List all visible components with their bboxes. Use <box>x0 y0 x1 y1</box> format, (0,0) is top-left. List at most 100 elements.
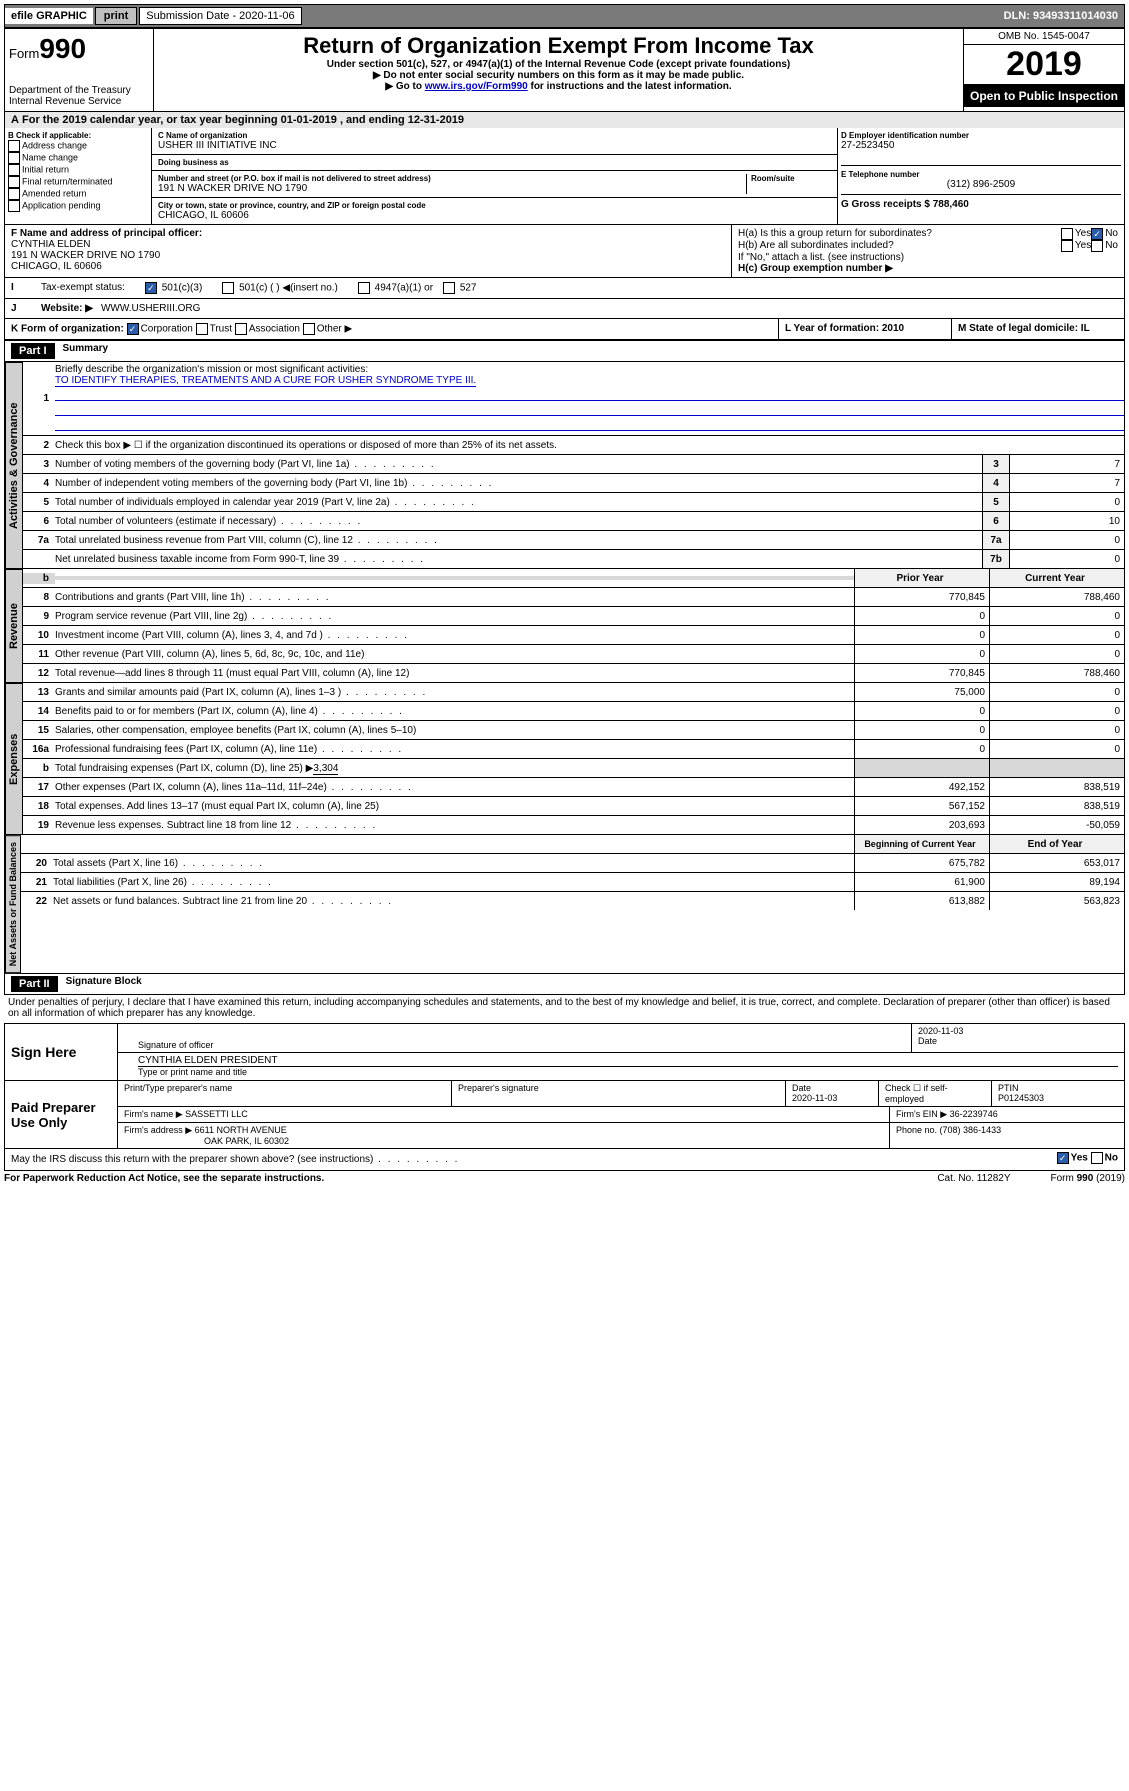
submission-date: Submission Date - 2020-11-06 <box>139 7 301 25</box>
sign-here-label: Sign Here <box>5 1024 117 1080</box>
val-4: 7 <box>1009 474 1124 492</box>
checkbox-trust[interactable] <box>196 323 208 335</box>
part2-title: Signature Block <box>58 976 142 992</box>
val-20c: 653,017 <box>989 854 1124 872</box>
val-16b: 3,304 <box>313 763 338 775</box>
officer-name: CYNTHIA ELDEN <box>11 239 725 250</box>
print-button[interactable]: print <box>95 7 137 25</box>
val-7b: 0 <box>1009 550 1124 568</box>
val-3: 7 <box>1009 455 1124 473</box>
val-19c: -50,059 <box>989 816 1124 834</box>
checkbox-hb-no[interactable] <box>1091 240 1103 252</box>
val-5: 0 <box>1009 493 1124 511</box>
hdr-end-year: End of Year <box>989 835 1124 853</box>
firm-addr1: 6611 NORTH AVENUE <box>195 1125 287 1135</box>
checkbox-other[interactable] <box>303 323 315 335</box>
cat-no: Cat. No. 11282Y <box>937 1173 1010 1184</box>
vtab-revenue: Revenue <box>5 569 23 683</box>
website-value: WWW.USHERIII.ORG <box>101 303 200 314</box>
firm-ein: 36-2239746 <box>950 1109 998 1119</box>
firm-name: SASSETTI LLC <box>185 1109 248 1119</box>
val-12c: 788,460 <box>989 664 1124 682</box>
org-city: CHICAGO, IL 60606 <box>158 210 831 221</box>
hdr-current-year: Current Year <box>989 569 1124 587</box>
val-18p: 567,152 <box>854 797 989 815</box>
checkbox-name-change[interactable] <box>8 152 20 164</box>
val-16ap: 0 <box>854 740 989 758</box>
signature-block: Sign Here Signature of officer 2020-11-0… <box>4 1023 1125 1149</box>
val-9c: 0 <box>989 607 1124 625</box>
form-header: Form990 Department of the Treasury Inter… <box>4 28 1125 112</box>
line-j-label: J <box>11 303 41 314</box>
checkbox-initial-return[interactable] <box>8 164 20 176</box>
val-9p: 0 <box>854 607 989 625</box>
form-number: Form990 <box>9 33 149 65</box>
ein-value: 27-2523450 <box>841 140 1121 151</box>
firm-addr2: OAK PARK, IL 60302 <box>204 1136 289 1146</box>
val-11p: 0 <box>854 645 989 663</box>
state-domicile: M State of legal domicile: IL <box>958 323 1090 334</box>
val-13p: 75,000 <box>854 683 989 701</box>
paid-preparer-label: Paid Preparer Use Only <box>5 1081 117 1148</box>
checkbox-501c[interactable] <box>222 282 234 294</box>
val-15c: 0 <box>989 721 1124 739</box>
val-21c: 89,194 <box>989 873 1124 891</box>
form-ref: Form 990 (2019) <box>1051 1173 1125 1184</box>
checkbox-ha-no[interactable] <box>1091 228 1103 240</box>
checkbox-ha-yes[interactable] <box>1061 228 1073 240</box>
val-19p: 203,693 <box>854 816 989 834</box>
val-16ac: 0 <box>989 740 1124 758</box>
val-22p: 613,882 <box>854 892 989 910</box>
dln-label: DLN: 93493311014030 <box>998 8 1124 24</box>
ein-label: D Employer identification number <box>841 131 1121 140</box>
irs-label: Internal Revenue Service <box>9 96 149 107</box>
checkbox-address-change[interactable] <box>8 140 20 152</box>
subtitle-2: ▶ Do not enter social security numbers o… <box>158 70 959 81</box>
val-20p: 675,782 <box>854 854 989 872</box>
checkbox-pending[interactable] <box>8 200 20 212</box>
checkbox-assoc[interactable] <box>235 323 247 335</box>
mission-text: TO IDENTIFY THERAPIES, TREATMENTS AND A … <box>55 375 476 387</box>
checkbox-501c3[interactable] <box>145 282 157 294</box>
irs-link[interactable]: www.irs.gov/Form990 <box>425 81 528 92</box>
prep-date: 2020-11-03 <box>792 1093 837 1103</box>
val-11c: 0 <box>989 645 1124 663</box>
section-f: F Name and address of principal officer:… <box>5 225 732 277</box>
section-b: B Check if applicable: Address change Na… <box>5 128 152 224</box>
hdr-beg-year: Beginning of Current Year <box>854 835 989 853</box>
checkbox-final-return[interactable] <box>8 176 20 188</box>
checkbox-hb-yes[interactable] <box>1061 240 1073 252</box>
tax-year: 2019 <box>964 45 1124 85</box>
val-8c: 788,460 <box>989 588 1124 606</box>
vtab-activities: Activities & Governance <box>5 362 23 569</box>
part2-bar: Part II <box>11 976 58 992</box>
val-10p: 0 <box>854 626 989 644</box>
checkbox-amended[interactable] <box>8 188 20 200</box>
checkbox-discuss-yes[interactable] <box>1057 1152 1069 1164</box>
checkbox-corp[interactable] <box>127 323 139 335</box>
firm-phone: Phone no. (708) 386-1433 <box>896 1125 1001 1135</box>
val-22c: 563,823 <box>989 892 1124 910</box>
officer-addr: 191 N WACKER DRIVE NO 1790 <box>11 250 725 261</box>
ptin-value: P01245303 <box>998 1093 1044 1103</box>
vtab-expenses: Expenses <box>5 683 23 835</box>
phone-label: E Telephone number <box>841 170 1121 179</box>
org-name: USHER III INITIATIVE INC <box>158 140 831 151</box>
checkbox-527[interactable] <box>443 282 455 294</box>
val-13c: 0 <box>989 683 1124 701</box>
val-14p: 0 <box>854 702 989 720</box>
org-address: 191 N WACKER DRIVE NO 1790 <box>158 183 746 194</box>
val-17c: 838,519 <box>989 778 1124 796</box>
checkbox-discuss-no[interactable] <box>1091 1152 1103 1164</box>
officer-name-title: CYNTHIA ELDEN PRESIDENT <box>138 1055 1118 1067</box>
officer-city: CHICAGO, IL 60606 <box>11 261 725 272</box>
line-i-label: I <box>11 282 41 294</box>
phone-value: (312) 896-2509 <box>841 179 1121 190</box>
dept-label: Department of the Treasury <box>9 85 149 96</box>
omb-number: OMB No. 1545-0047 <box>964 29 1124 45</box>
val-10c: 0 <box>989 626 1124 644</box>
section-c: C Name of organizationUSHER III INITIATI… <box>152 128 837 224</box>
checkbox-4947[interactable] <box>358 282 370 294</box>
val-6: 10 <box>1009 512 1124 530</box>
pra-notice: For Paperwork Reduction Act Notice, see … <box>4 1173 324 1184</box>
